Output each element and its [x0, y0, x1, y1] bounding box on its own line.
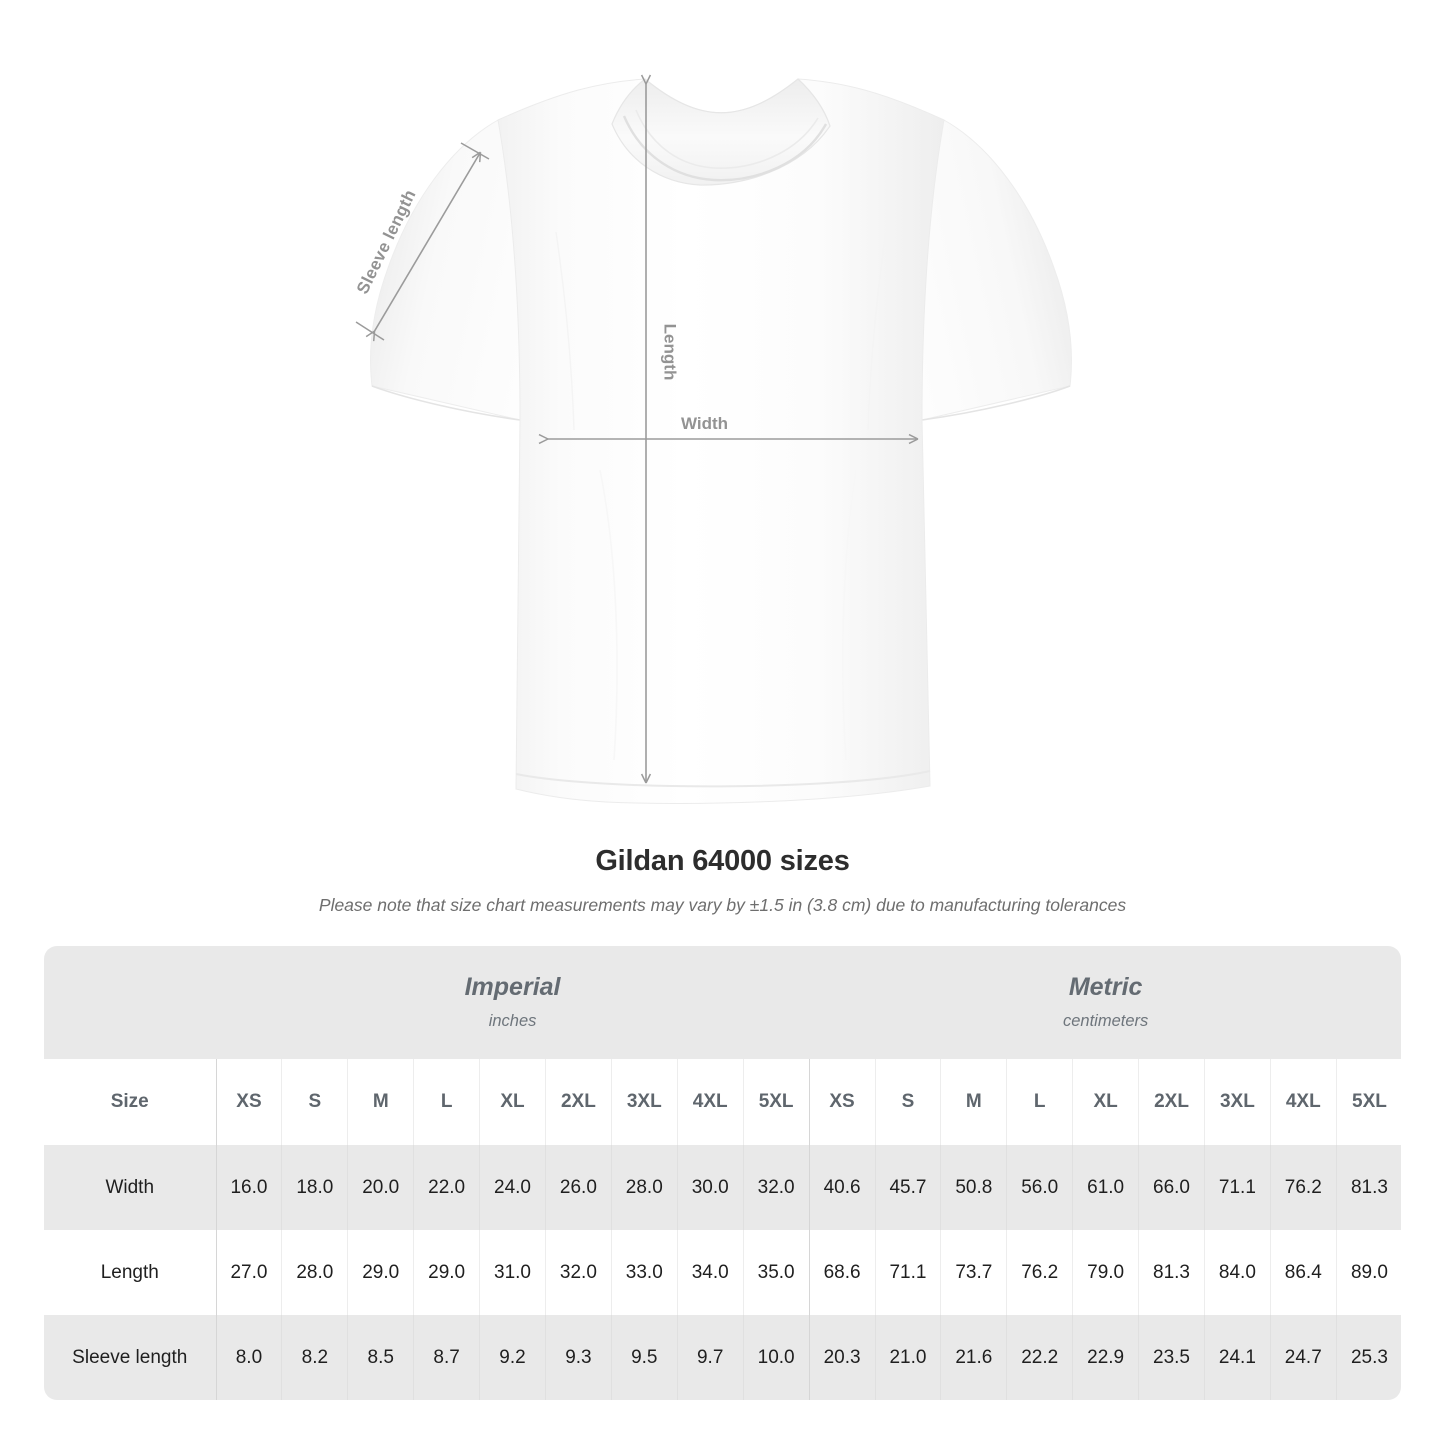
row-label-sleeve-length: Sleeve length: [44, 1315, 217, 1400]
cell-sleeve-imperial-3xl: 9.5: [611, 1315, 678, 1400]
size-header-imperial-m: M: [347, 1059, 415, 1145]
cell-length-imperial-3xl: 33.0: [611, 1230, 678, 1315]
cell-width-imperial-m: 20.0: [347, 1145, 415, 1230]
cell-width-metric-2xl: 66.0: [1138, 1145, 1205, 1230]
cell-sleeve-imperial-2xl: 9.3: [545, 1315, 612, 1400]
table-row-width: Width 16.0 18.0 20.0 22.0 24.0 26.0 28.0…: [44, 1145, 1401, 1230]
unit-group-imperial-unit: inches: [488, 1012, 537, 1031]
cell-sleeve-metric-xs: 20.3: [809, 1315, 876, 1400]
cell-sleeve-metric-3xl: 24.1: [1204, 1315, 1271, 1400]
page-title: Gildan 64000 sizes: [595, 845, 850, 877]
unit-group-metric: Metric centimeters: [809, 946, 1401, 1059]
cell-width-metric-xs: 40.6: [809, 1145, 876, 1230]
cell-length-metric-4xl: 86.4: [1270, 1230, 1337, 1315]
cell-width-imperial-4xl: 30.0: [677, 1145, 744, 1230]
cell-width-metric-m: 50.8: [940, 1145, 1008, 1230]
cell-sleeve-imperial-xs: 8.0: [216, 1315, 283, 1400]
cell-length-metric-xl: 79.0: [1072, 1230, 1140, 1315]
unit-group-imperial-name: Imperial: [464, 973, 561, 1002]
cell-sleeve-imperial-xl: 9.2: [479, 1315, 546, 1400]
size-header-imperial-3xl: 3XL: [611, 1059, 678, 1145]
size-header-imperial-4xl: 4XL: [677, 1059, 744, 1145]
cell-length-metric-s: 71.1: [875, 1230, 942, 1315]
size-header-metric-3xl: 3XL: [1204, 1059, 1271, 1145]
cell-sleeve-metric-l: 22.2: [1006, 1315, 1074, 1400]
cell-width-imperial-l: 22.0: [413, 1145, 481, 1230]
cell-width-imperial-s: 18.0: [281, 1145, 349, 1230]
cell-length-metric-l: 76.2: [1006, 1230, 1074, 1315]
size-header-metric-2xl: 2XL: [1138, 1059, 1205, 1145]
cell-sleeve-metric-2xl: 23.5: [1138, 1315, 1205, 1400]
cell-width-metric-4xl: 76.2: [1270, 1145, 1337, 1230]
size-header-imperial-l: L: [413, 1059, 481, 1145]
size-header-imperial-xl: XL: [479, 1059, 546, 1145]
row-label-length: Length: [44, 1230, 217, 1315]
unit-group-metric-name: Metric: [1068, 973, 1143, 1002]
size-chart-table: Imperial inches Metric centimeters Size …: [44, 946, 1401, 1400]
cell-width-imperial-xl: 24.0: [479, 1145, 546, 1230]
shirt-body: [497, 78, 945, 804]
cell-sleeve-metric-s: 21.0: [875, 1315, 942, 1400]
size-header-imperial-5xl: 5XL: [743, 1059, 810, 1145]
cell-sleeve-imperial-5xl: 10.0: [743, 1315, 810, 1400]
size-header-metric-xl: XL: [1072, 1059, 1140, 1145]
cell-width-imperial-xs: 16.0: [216, 1145, 283, 1230]
cell-width-imperial-5xl: 32.0: [743, 1145, 810, 1230]
cell-sleeve-imperial-m: 8.5: [347, 1315, 415, 1400]
row-label-width: Width: [44, 1145, 217, 1230]
cell-length-metric-xs: 68.6: [809, 1230, 876, 1315]
size-header-metric-l: L: [1006, 1059, 1074, 1145]
unit-row-corner-cell: [44, 946, 216, 1059]
cell-sleeve-imperial-4xl: 9.7: [677, 1315, 744, 1400]
length-annotation-label: Length: [660, 323, 680, 381]
size-header-imperial-s: S: [281, 1059, 349, 1145]
size-header-row: Size XS S M L XL 2XL 3XL 4XL 5XL XS S M …: [44, 1059, 1401, 1145]
cell-length-imperial-xs: 27.0: [216, 1230, 283, 1315]
size-header-imperial-2xl: 2XL: [545, 1059, 612, 1145]
cell-width-imperial-2xl: 26.0: [545, 1145, 612, 1230]
cell-sleeve-imperial-l: 8.7: [413, 1315, 481, 1400]
cell-width-metric-3xl: 71.1: [1204, 1145, 1271, 1230]
cell-length-imperial-xl: 31.0: [479, 1230, 546, 1315]
cell-sleeve-metric-xl: 22.9: [1072, 1315, 1140, 1400]
cell-length-metric-5xl: 89.0: [1336, 1230, 1401, 1315]
cell-length-metric-3xl: 84.0: [1204, 1230, 1271, 1315]
size-header-metric-5xl: 5XL: [1336, 1059, 1401, 1145]
table-row-sleeve-length: Sleeve length 8.0 8.2 8.5 8.7 9.2 9.3 9.…: [44, 1315, 1401, 1400]
unit-group-imperial: Imperial inches: [216, 946, 810, 1059]
size-header-metric-xs: XS: [809, 1059, 876, 1145]
cell-length-metric-m: 73.7: [940, 1230, 1008, 1315]
cell-sleeve-metric-m: 21.6: [940, 1315, 1008, 1400]
cell-width-metric-s: 45.7: [875, 1145, 942, 1230]
cell-length-imperial-5xl: 35.0: [743, 1230, 810, 1315]
size-header-metric-4xl: 4XL: [1270, 1059, 1337, 1145]
unit-group-metric-unit: centimeters: [1063, 1012, 1149, 1031]
cell-width-metric-5xl: 81.3: [1336, 1145, 1401, 1230]
size-header-label: Size: [44, 1059, 217, 1145]
size-header-imperial-xs: XS: [216, 1059, 283, 1145]
heading-block: Gildan 64000 sizes Please note that size…: [0, 845, 1445, 916]
width-annotation-label: Width: [681, 414, 729, 433]
cell-width-metric-l: 56.0: [1006, 1145, 1074, 1230]
cell-length-metric-2xl: 81.3: [1138, 1230, 1205, 1315]
cell-sleeve-imperial-s: 8.2: [281, 1315, 349, 1400]
size-header-metric-s: S: [875, 1059, 942, 1145]
tolerance-note: Please note that size chart measurements…: [318, 895, 1127, 915]
cell-length-imperial-s: 28.0: [281, 1230, 349, 1315]
cell-width-metric-xl: 61.0: [1072, 1145, 1140, 1230]
cell-sleeve-metric-5xl: 25.3: [1336, 1315, 1401, 1400]
unit-group-row: Imperial inches Metric centimeters: [44, 946, 1401, 1059]
cell-length-imperial-l: 29.0: [413, 1230, 481, 1315]
cell-length-imperial-4xl: 34.0: [677, 1230, 744, 1315]
cell-length-imperial-2xl: 32.0: [545, 1230, 612, 1315]
cell-width-imperial-3xl: 28.0: [611, 1145, 678, 1230]
cell-sleeve-metric-4xl: 24.7: [1270, 1315, 1337, 1400]
table-row-length: Length 27.0 28.0 29.0 29.0 31.0 32.0 33.…: [44, 1230, 1401, 1315]
size-header-metric-m: M: [940, 1059, 1008, 1145]
cell-length-imperial-m: 29.0: [347, 1230, 415, 1315]
size-chart-table-wrapper: Imperial inches Metric centimeters Size …: [44, 946, 1401, 1400]
t-shirt-diagram: Sleeve length Length Width: [353, 74, 1072, 804]
